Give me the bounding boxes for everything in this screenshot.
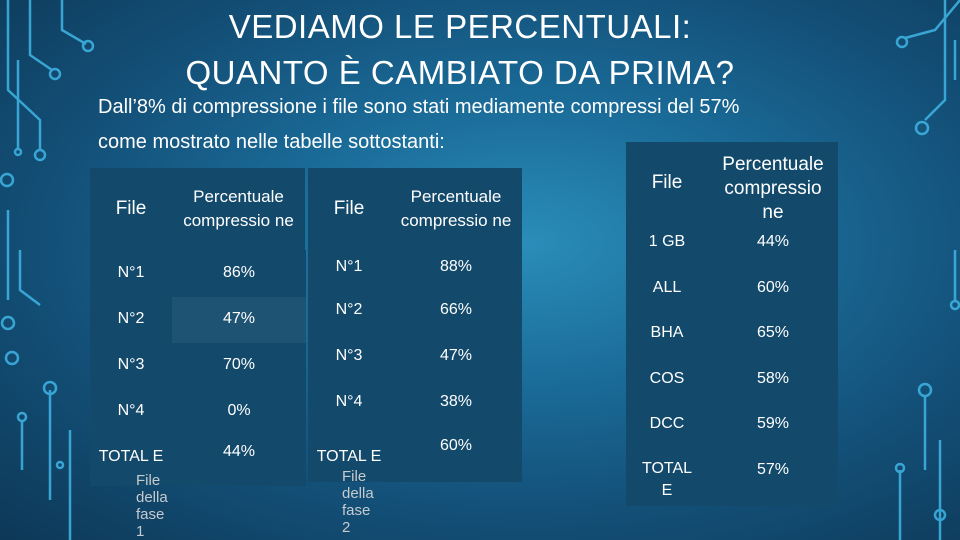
table1-row1-file: N°1 <box>117 264 145 281</box>
table3-row6-file: TOTAL E <box>641 460 693 499</box>
table3-row1-file: 1 GB <box>648 233 686 250</box>
table2-row1-file: N°1 <box>335 258 363 275</box>
table1-row5-file: TOTAL E <box>98 448 164 465</box>
table2-row5-percent: 60% <box>439 437 473 454</box>
table1-row3-file: N°3 <box>117 356 145 373</box>
table3-row1-percent: 44% <box>756 233 790 250</box>
table2-row3-file: N°3 <box>335 347 363 364</box>
table1-row2-file: N°2 <box>117 310 145 327</box>
table3-row3-file: BHA <box>650 324 684 341</box>
table2-row5-file: TOTAL E <box>316 448 382 465</box>
table2-row1-percent: 88% <box>439 258 473 275</box>
table2-header-percent: Percentuale compressio ne <box>390 168 522 250</box>
table1-header-percent: Percentuale compressio ne <box>172 168 305 250</box>
table3-row5-file: DCC <box>649 415 685 432</box>
table1-row4-percent: 0% <box>227 402 251 419</box>
table1-header-file: File <box>90 168 172 250</box>
table2-row3-percent: 47% <box>439 347 473 364</box>
table2-row4-file: N°4 <box>335 393 363 410</box>
table1-row1-percent: 86% <box>222 264 256 281</box>
table1-row2-percent: 47% <box>222 310 256 327</box>
table3-row6-percent: 57% <box>756 461 790 478</box>
table1-body <box>90 250 306 486</box>
table3-row3-percent: 65% <box>756 324 790 341</box>
table3-row4-file: COS <box>649 370 685 387</box>
intro-text-line1: Dall’8% di compressione i file sono stat… <box>98 96 740 118</box>
table3-row2-percent: 60% <box>756 279 790 296</box>
table1-caption: File della fase 1 <box>136 472 168 540</box>
table1-row4-file: N°4 <box>117 402 145 419</box>
table1-row3-percent: 70% <box>222 356 256 373</box>
table3-row2-file: ALL <box>652 279 682 296</box>
table3-row5-percent: 59% <box>756 415 790 432</box>
table2-row4-percent: 38% <box>439 393 473 410</box>
table3-header-percent: Percentuale compressio ne <box>722 154 824 223</box>
table2-body <box>308 250 522 482</box>
table2-caption: File della fase 2 <box>342 468 374 536</box>
page-title-line2: QUANTO È CAMBIATO DA PRIMA? <box>185 54 735 91</box>
table3-header-file: File <box>651 172 683 193</box>
table2-header-file: File <box>308 168 390 250</box>
table2-row2-percent: 66% <box>439 301 473 318</box>
table2-row2-file: N°2 <box>335 301 363 318</box>
table3-row4-percent: 58% <box>756 370 790 387</box>
page-title-line1: VEDIAMO LE PERCENTUALI: <box>228 8 692 45</box>
table1-row5-percent: 44% <box>222 443 256 460</box>
intro-text-line2: come mostrato nelle tabelle sottostanti: <box>98 131 445 153</box>
